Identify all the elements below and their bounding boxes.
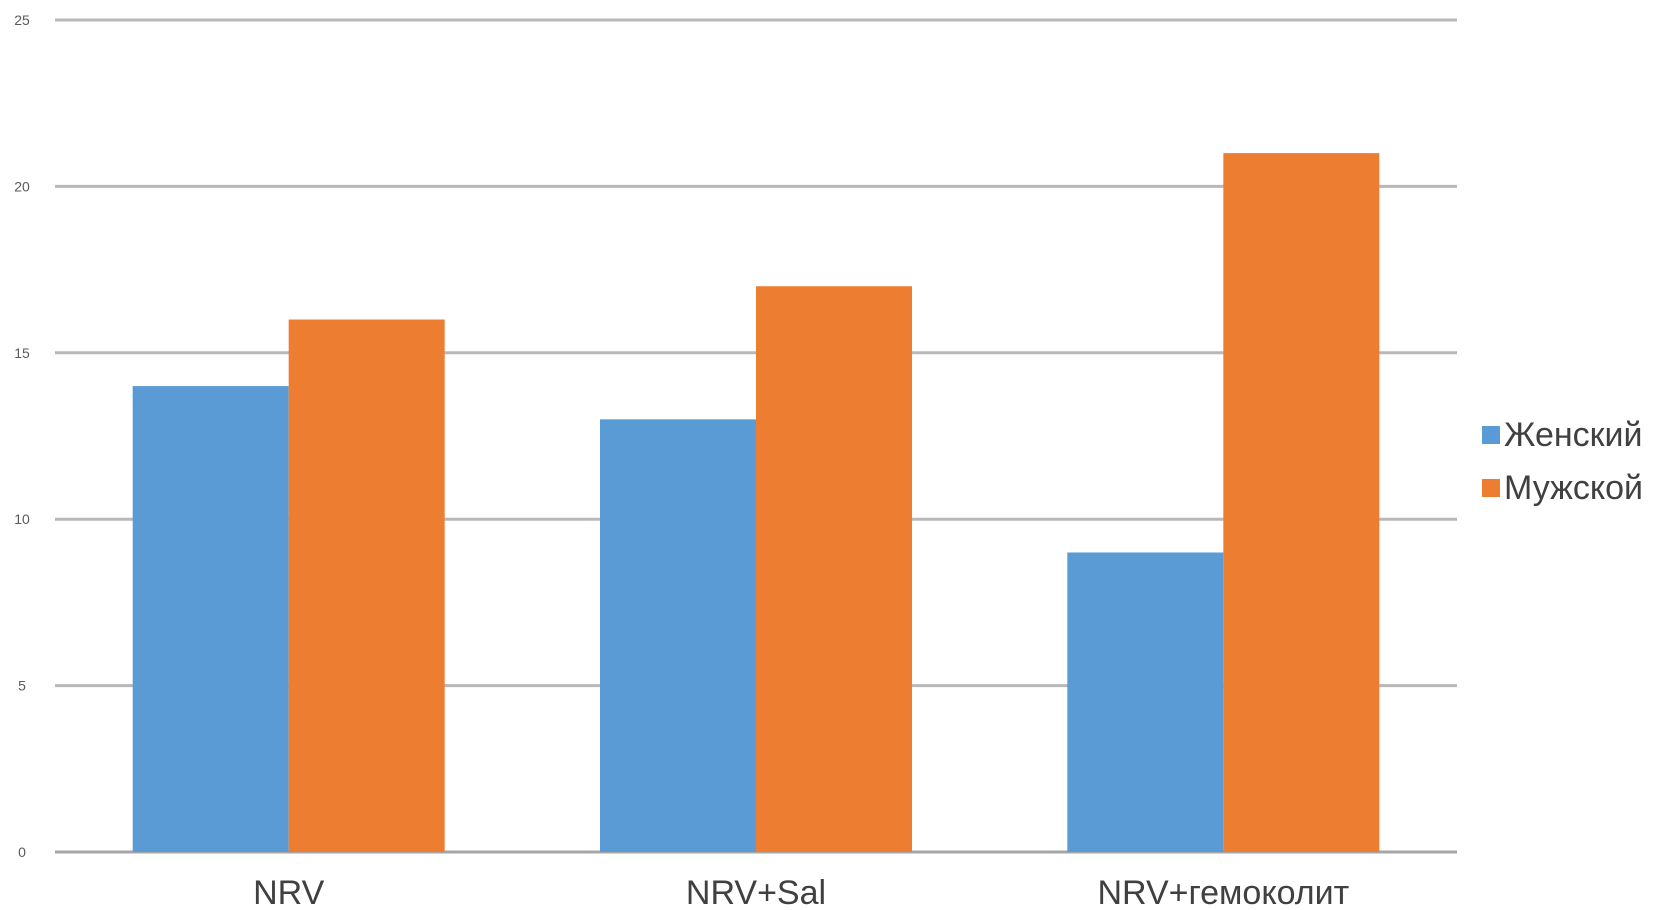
- x-tick-label: NRV+гемоколит: [1097, 874, 1349, 910]
- bar-male-0: [288, 319, 445, 852]
- legend-swatch: [1482, 426, 1500, 444]
- bar-female-0: [132, 386, 289, 852]
- x-tick-label: NRV+Sal: [686, 874, 826, 910]
- y-tick-label: 15: [14, 345, 30, 361]
- legend-label: Мужской: [1504, 469, 1643, 507]
- legend-swatch: [1482, 479, 1500, 497]
- bar-male-1: [756, 286, 912, 852]
- bar-series: [132, 153, 1380, 852]
- y-tick-label: 10: [14, 511, 30, 527]
- y-tick-label: 0: [18, 844, 26, 860]
- y-tick-label: 25: [14, 12, 30, 28]
- bar-male-2: [1223, 153, 1380, 852]
- y-tick-label: 5: [18, 678, 26, 694]
- x-tick-label: NRV: [253, 874, 324, 910]
- legend-label: Женский: [1504, 416, 1643, 454]
- y-axis-ticks: 0 5 10 15 20 25: [14, 12, 30, 860]
- x-axis-ticks: NRV NRV+Sal NRV+гемоколит: [253, 874, 1349, 910]
- bar-female-2: [1067, 552, 1224, 852]
- legend: Женский Мужской: [1482, 416, 1643, 507]
- bar-female-1: [600, 419, 756, 852]
- y-tick-label: 20: [14, 178, 30, 194]
